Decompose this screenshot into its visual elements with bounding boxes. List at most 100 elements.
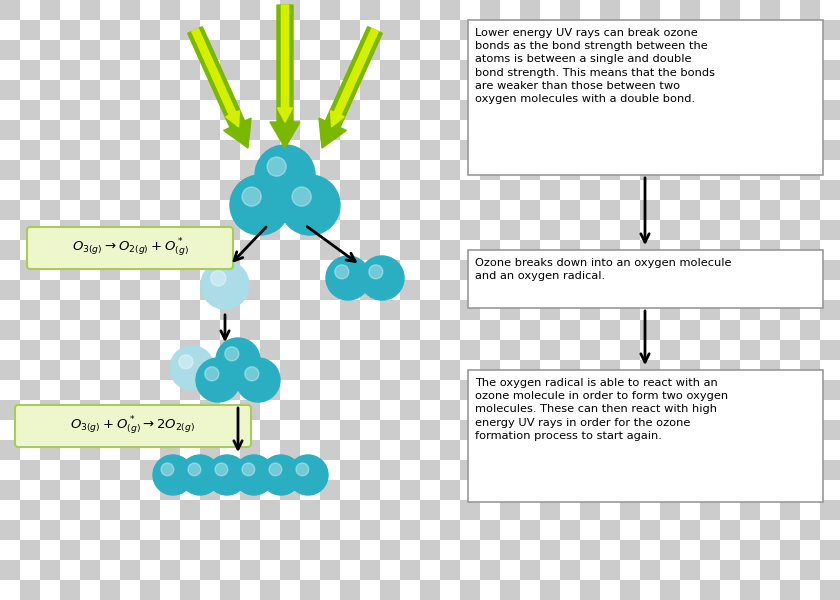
Bar — [720, 480, 740, 500]
Bar — [580, 500, 600, 520]
Bar — [260, 20, 280, 40]
Bar — [780, 520, 800, 540]
Bar — [520, 340, 540, 360]
Bar — [800, 140, 820, 160]
Bar — [280, 300, 300, 320]
Bar — [160, 500, 180, 520]
Bar — [80, 580, 100, 600]
Bar — [560, 480, 580, 500]
Circle shape — [326, 256, 370, 300]
Bar — [760, 240, 780, 260]
Bar — [620, 540, 640, 560]
Bar — [320, 200, 340, 220]
Bar — [220, 40, 240, 60]
Bar — [200, 20, 220, 40]
Bar — [680, 380, 700, 400]
Bar — [340, 220, 360, 240]
Bar — [120, 500, 140, 520]
Bar — [780, 220, 800, 240]
Bar — [80, 180, 100, 200]
Circle shape — [230, 175, 290, 235]
Bar — [280, 420, 300, 440]
Bar — [60, 320, 80, 340]
Bar — [360, 500, 380, 520]
Bar — [600, 520, 620, 540]
Bar — [400, 420, 420, 440]
Bar — [80, 420, 100, 440]
Bar — [140, 420, 160, 440]
Bar — [100, 160, 120, 180]
Bar — [620, 420, 640, 440]
Bar — [520, 420, 540, 440]
Bar — [260, 300, 280, 320]
Bar — [80, 60, 100, 80]
Bar — [700, 20, 720, 40]
Bar — [680, 540, 700, 560]
Bar — [380, 80, 400, 100]
Bar — [800, 360, 820, 380]
Bar — [620, 200, 640, 220]
Bar — [640, 460, 660, 480]
Bar — [800, 380, 820, 400]
Bar — [740, 420, 760, 440]
Bar — [600, 60, 620, 80]
Bar — [400, 0, 420, 20]
Bar — [400, 160, 420, 180]
Bar — [180, 580, 200, 600]
Bar — [140, 320, 160, 340]
Bar — [320, 100, 340, 120]
Bar — [140, 140, 160, 160]
Bar — [640, 480, 660, 500]
Bar — [380, 360, 400, 380]
Bar — [600, 580, 620, 600]
Bar — [320, 20, 340, 40]
Bar — [440, 380, 460, 400]
Bar — [100, 0, 120, 20]
Bar — [120, 560, 140, 580]
Bar — [40, 280, 60, 300]
Bar — [0, 120, 20, 140]
Bar — [540, 380, 560, 400]
Bar — [60, 180, 80, 200]
Bar — [80, 460, 100, 480]
Bar — [360, 160, 380, 180]
Bar — [500, 380, 520, 400]
Bar — [220, 180, 240, 200]
Bar — [20, 500, 40, 520]
Bar — [340, 380, 360, 400]
Bar — [720, 0, 740, 20]
Bar — [740, 40, 760, 60]
Bar — [60, 120, 80, 140]
Bar — [340, 80, 360, 100]
Bar — [440, 440, 460, 460]
Bar — [120, 160, 140, 180]
Bar — [60, 420, 80, 440]
Bar — [540, 580, 560, 600]
Bar — [200, 460, 220, 480]
Bar — [720, 60, 740, 80]
Bar — [400, 300, 420, 320]
Bar — [700, 440, 720, 460]
Bar — [20, 60, 40, 80]
Bar — [0, 40, 20, 60]
Bar — [300, 480, 320, 500]
Bar — [200, 0, 220, 20]
Bar — [160, 480, 180, 500]
Bar — [0, 340, 20, 360]
Bar — [800, 460, 820, 480]
Bar — [740, 120, 760, 140]
Bar — [340, 40, 360, 60]
Bar — [220, 80, 240, 100]
Bar — [620, 400, 640, 420]
Bar — [480, 180, 500, 200]
Bar — [240, 80, 260, 100]
Bar — [560, 260, 580, 280]
Bar — [180, 60, 200, 80]
Bar — [760, 200, 780, 220]
Bar — [500, 460, 520, 480]
Bar — [560, 300, 580, 320]
Bar — [20, 20, 40, 40]
Bar — [140, 580, 160, 600]
Bar — [780, 460, 800, 480]
Bar — [800, 440, 820, 460]
